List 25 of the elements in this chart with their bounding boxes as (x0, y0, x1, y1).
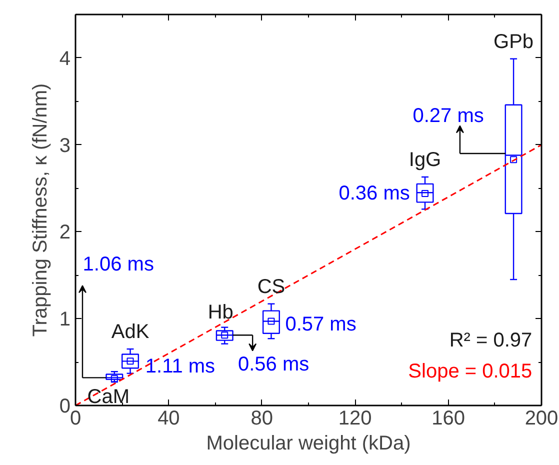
y-tick-label: 1 (59, 308, 70, 331)
text: 0.36 ms (338, 182, 410, 204)
y-tick-label: 4 (59, 48, 70, 70)
annotation: Hb (208, 301, 234, 324)
text: 0.57 ms (285, 314, 356, 336)
x-axis-title: Molecular weight (kDa) (206, 432, 411, 454)
annotation: CaM (87, 386, 130, 408)
text: 0.27 ms (412, 105, 484, 128)
y-tick-label: 2 (59, 222, 70, 244)
x-tick-label: 120 (338, 408, 372, 430)
annotation: GPb (494, 30, 534, 53)
y-axis-title: Trapping Stiffness, κ (fN/nm) (29, 83, 52, 337)
x-tick-label: 80 (250, 408, 274, 430)
annotation: R² = 0.97 (449, 329, 532, 352)
text: 1.11 ms (145, 355, 216, 378)
x-tick-label: 160 (432, 408, 465, 430)
annotation: AdK (111, 321, 150, 344)
x-tick-label: 40 (158, 408, 180, 430)
annotation: Slope = 0.015 (408, 360, 532, 383)
text: 0.56 ms (238, 354, 310, 376)
text: 1.06 ms (82, 254, 154, 276)
y-tick-label: 3 (59, 134, 70, 157)
annotation: CS (257, 276, 286, 298)
x-tick-label: 200 (524, 408, 558, 430)
annotation: IgG (408, 148, 442, 171)
